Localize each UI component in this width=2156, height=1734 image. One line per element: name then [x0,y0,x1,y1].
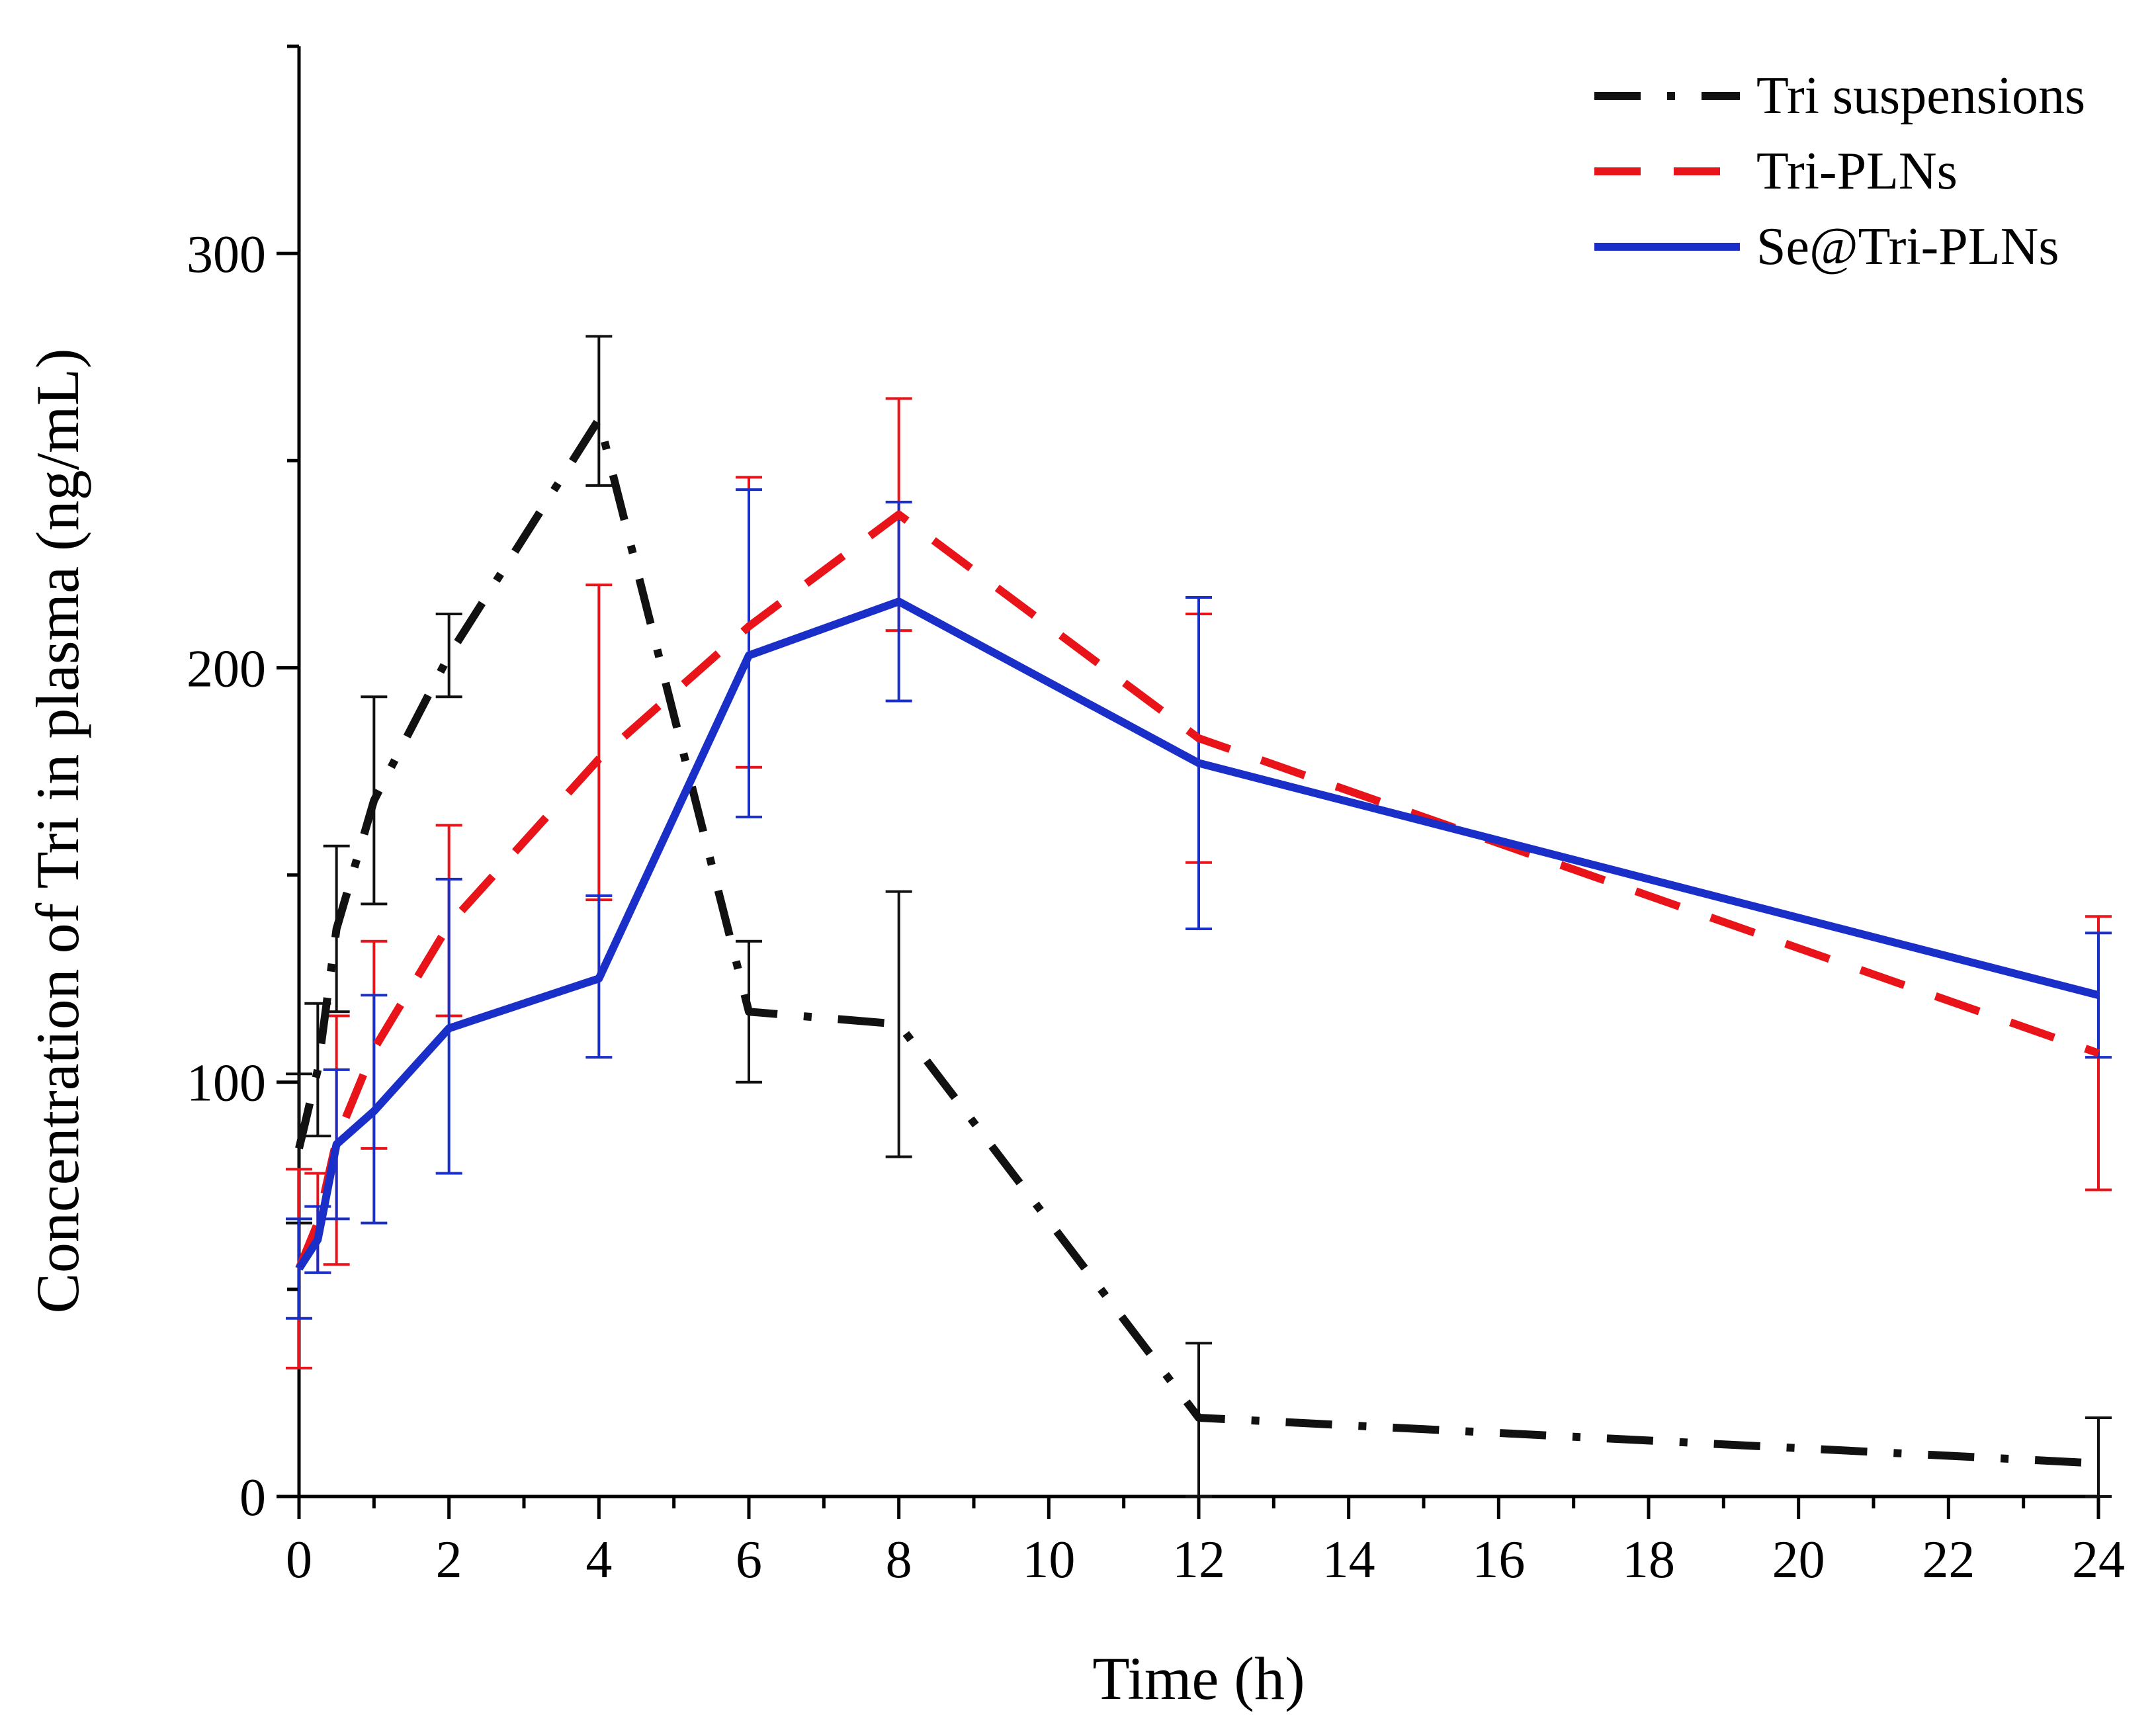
x-tick-label: 6 [736,1531,762,1589]
legend-label: Se@Tri-PLNs [1756,218,2059,276]
series-lines [295,415,2100,1467]
y-tick-label: 300 [187,226,266,284]
x-tick-label: 20 [1772,1531,1825,1589]
x-tick-label: 10 [1022,1531,1075,1589]
x-tick-label: 24 [2072,1531,2125,1589]
x-axis-title: Time (h) [1092,1645,1305,1712]
x-tick-label: 18 [1622,1531,1675,1589]
x-tick-label: 12 [1172,1531,1225,1589]
series-line [295,597,2100,1271]
x-tick-label: 14 [1322,1531,1375,1589]
y-axis-title: Concentration of Tri in plasma (ng/mL) [24,348,91,1313]
x-tick-label: 8 [886,1531,912,1589]
error-bars [286,335,2112,1498]
legend-label: Tri suspensions [1756,67,2085,125]
y-tick-label: 100 [187,1055,266,1113]
x-tick-label: 2 [436,1531,462,1589]
y-tick-label: 0 [239,1469,266,1527]
legend-label: Tri-PLNs [1756,142,1958,200]
legend: Tri suspensions Tri-PLNs Se@Tri-PLNs [1594,67,2085,276]
series-line [295,415,2099,1467]
y-tick-label: 200 [187,640,266,698]
x-tick-label: 16 [1472,1531,1525,1589]
x-tick-label: 22 [1922,1531,1975,1589]
x-tick-label: 4 [585,1531,612,1589]
x-tick-label: 0 [286,1531,312,1589]
